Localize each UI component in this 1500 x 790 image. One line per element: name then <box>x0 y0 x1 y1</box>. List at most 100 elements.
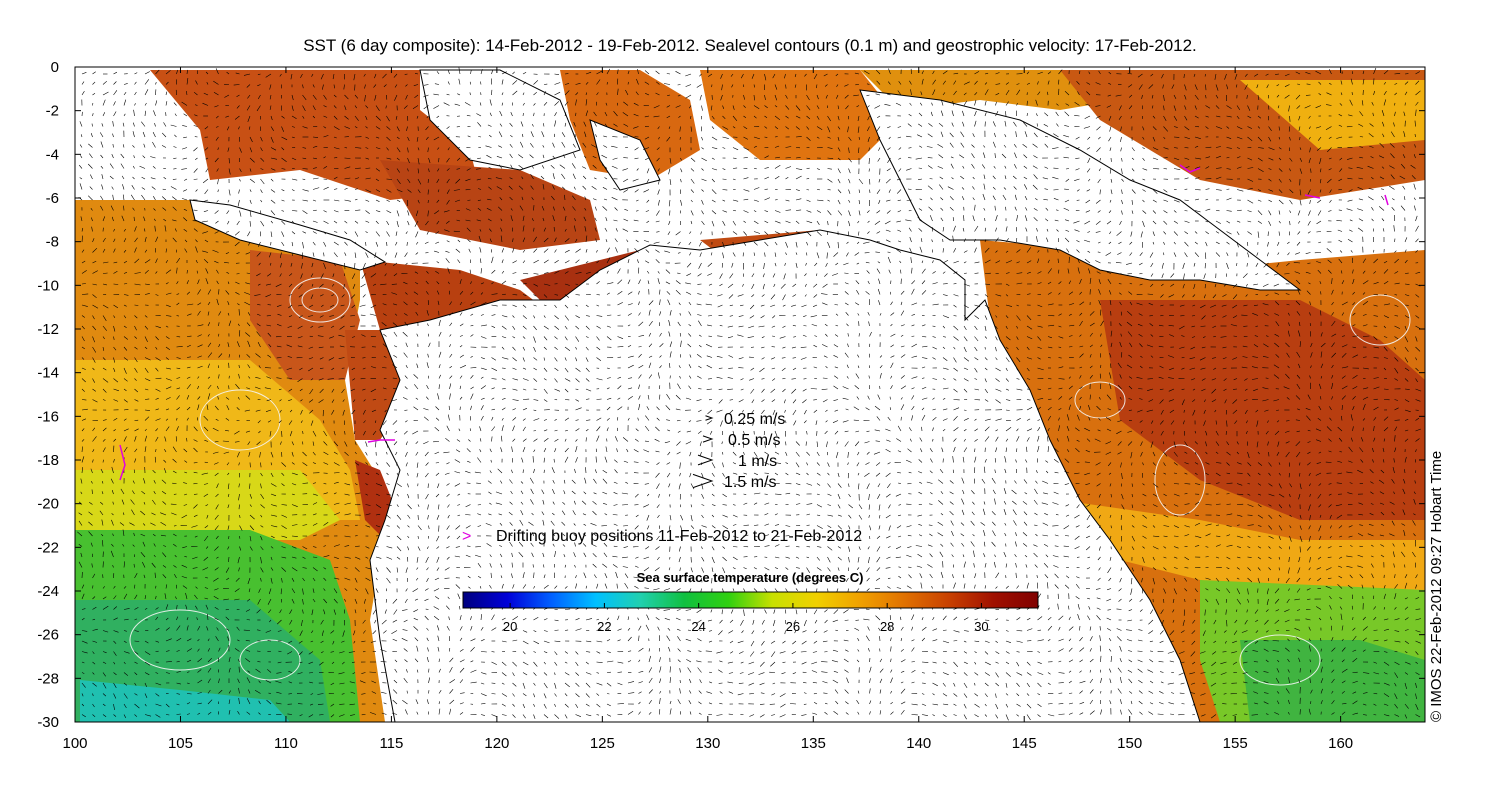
velocity-vector <box>119 522 125 526</box>
velocity-vector <box>164 436 167 442</box>
velocity-vector <box>184 178 188 181</box>
velocity-vector <box>102 112 106 117</box>
velocity-vector <box>92 378 95 383</box>
velocity-vector <box>228 535 230 540</box>
velocity-vector <box>186 78 189 85</box>
velocity-vector <box>144 89 149 96</box>
velocity-vector <box>228 354 230 358</box>
velocity-vector <box>312 598 316 603</box>
velocity-vector <box>318 346 324 349</box>
velocity-vector <box>204 239 209 243</box>
velocity-vector <box>228 189 231 196</box>
velocity-vector <box>311 630 314 634</box>
velocity-vector <box>299 367 303 371</box>
velocity-vector <box>214 617 219 621</box>
velocity-vector <box>213 462 219 465</box>
velocity-vector <box>319 357 324 360</box>
velocity-vector <box>112 564 114 568</box>
velocity-vector <box>153 543 156 547</box>
velocity-vector <box>176 417 178 421</box>
velocity-vector <box>197 355 202 358</box>
velocity-vector <box>288 693 293 695</box>
velocity-vector <box>280 441 282 445</box>
velocity-vector <box>78 520 83 526</box>
velocity-vector <box>237 199 240 207</box>
velocity-vector <box>101 533 104 537</box>
velocity-vector <box>257 73 261 75</box>
velocity-vector <box>197 310 201 316</box>
velocity-vector <box>312 84 315 88</box>
velocity-vector <box>239 210 242 217</box>
velocity-vector <box>247 577 251 585</box>
velocity-vector <box>174 228 177 232</box>
velocity-vector <box>142 523 146 526</box>
velocity-vector <box>144 71 150 75</box>
velocity-vector <box>186 303 194 306</box>
velocity-vector <box>155 418 161 421</box>
velocity-vector <box>92 618 96 621</box>
velocity-vector <box>183 448 188 453</box>
velocity-vector <box>201 220 209 223</box>
velocity-vector <box>317 335 324 337</box>
velocity-vector <box>218 289 220 295</box>
velocity-vector <box>291 94 294 101</box>
velocity-vector <box>186 313 192 316</box>
velocity-vector <box>214 588 219 591</box>
velocity-vector <box>206 626 209 631</box>
velocity-vector <box>265 283 272 286</box>
velocity-vector <box>134 304 139 306</box>
velocity-vector <box>102 325 107 331</box>
velocity-vector <box>255 377 261 379</box>
velocity-vector <box>291 588 296 594</box>
velocity-vector <box>165 584 168 589</box>
velocity-vector <box>235 292 240 295</box>
velocity-vector <box>227 525 230 530</box>
velocity-vector <box>155 703 162 707</box>
velocity-vector <box>134 325 137 331</box>
velocity-vector <box>110 550 114 558</box>
velocity-vector <box>291 105 294 111</box>
velocity-vector <box>246 105 251 111</box>
velocity-vector <box>344 166 351 169</box>
velocity-vector <box>214 405 219 411</box>
velocity-vector <box>291 441 294 446</box>
velocity-vector <box>277 313 282 316</box>
velocity-vector <box>174 573 177 579</box>
velocity-vector <box>81 293 89 295</box>
velocity-vector <box>330 682 335 686</box>
velocity-vector <box>81 661 85 664</box>
velocity-vector <box>319 283 324 288</box>
velocity-vector <box>344 231 348 235</box>
velocity-vector <box>312 199 317 202</box>
velocity-vector <box>310 693 314 695</box>
velocity-vector <box>331 409 335 415</box>
velocity-vector <box>333 462 340 466</box>
velocity-vector <box>81 408 88 411</box>
velocity-vector <box>113 111 117 117</box>
velocity-vector <box>257 341 261 348</box>
velocity-vector <box>91 217 93 222</box>
velocity-vector <box>329 315 335 317</box>
velocity-vector <box>331 399 335 403</box>
velocity-vector <box>237 678 240 684</box>
velocity-vector <box>186 344 191 348</box>
velocity-vector <box>79 144 83 148</box>
velocity-vector <box>260 504 265 509</box>
velocity-vector <box>207 363 210 369</box>
velocity-vector <box>249 157 255 163</box>
velocity-vector <box>186 659 192 663</box>
velocity-vector <box>164 225 167 232</box>
velocity-vector <box>302 588 304 595</box>
velocity-vector <box>289 430 293 437</box>
velocity-vector <box>237 639 240 642</box>
velocity-vector <box>254 294 261 296</box>
velocity-vector <box>150 177 156 180</box>
velocity-vector <box>113 90 118 96</box>
velocity-vector <box>302 157 307 160</box>
velocity-vector <box>144 595 147 600</box>
velocity-vector <box>291 598 295 604</box>
velocity-vector <box>92 92 96 96</box>
velocity-vector <box>302 105 306 112</box>
velocity-vector <box>301 619 303 627</box>
